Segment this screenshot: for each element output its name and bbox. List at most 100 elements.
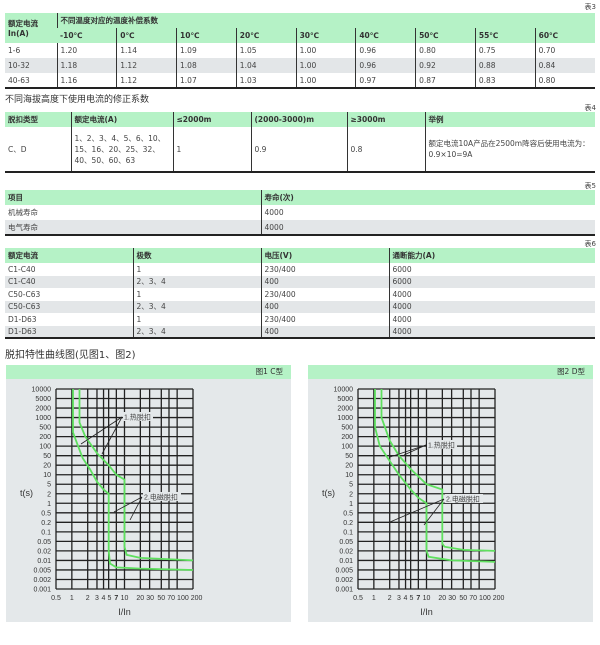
table-cell: 1 bbox=[132, 263, 261, 276]
table-cell: 230/400 bbox=[260, 313, 389, 326]
altitude-correction-table: 脱扣类型 额定电流(A) ≤2000m (2000-3000)m ≥3000m 举例 C、D… bbox=[5, 112, 595, 173]
x-tick-label: 100 bbox=[479, 595, 491, 602]
table-cell: 0.75 bbox=[474, 43, 536, 58]
chart-c-type: 图1 C型 0.001 0.002 0.005 0.01 0.02 0.05 0.1 0.2 0… bbox=[6, 365, 291, 622]
column-header: ≥3000m bbox=[346, 112, 425, 127]
table-cell: 1.14 bbox=[116, 43, 177, 58]
table-cell: 1.04 bbox=[235, 58, 297, 73]
table-cell: D1-D63 bbox=[5, 325, 133, 338]
y-tick-label: 0.002 bbox=[33, 577, 51, 584]
x-tick-label: 5 bbox=[409, 595, 413, 602]
x-tick-label: 7 bbox=[416, 595, 420, 602]
annotation-label: 1.热脱扣 bbox=[428, 441, 455, 450]
table-cell: 0.9 bbox=[250, 127, 347, 172]
table-cell: 1-6 bbox=[8, 46, 21, 55]
x-axis-label: I/In bbox=[118, 607, 131, 617]
y-tick-label: 0.01 bbox=[339, 558, 353, 565]
y-tick-label: 500 bbox=[39, 425, 51, 432]
table-row: C1-C40 2、3、4 400 6000 bbox=[5, 275, 595, 288]
table-cell: 1.20 bbox=[56, 43, 117, 58]
table4-number: 表4 bbox=[584, 104, 596, 112]
y-tick-label: 0.001 bbox=[335, 587, 353, 594]
annotation-bg bbox=[143, 492, 181, 501]
column-header: (2000-3000)m bbox=[250, 112, 347, 127]
column-header: -10℃ bbox=[57, 28, 117, 43]
leader-line bbox=[113, 496, 143, 513]
table-cell: 1 bbox=[132, 288, 261, 301]
table-cell: 4000 bbox=[260, 205, 595, 220]
leader-line bbox=[129, 496, 143, 521]
y-tick-label: 0.2 bbox=[343, 520, 353, 527]
y-tick-label: 10000 bbox=[334, 387, 354, 394]
column-header: 通断能力(A) bbox=[388, 248, 595, 263]
breaking-capacity-table: 额定电流 极数 电压(V) 通断能力(A) C1-C40 1 230/400 6000 C1-C… bbox=[5, 248, 595, 339]
y-tick-label: 0.02 bbox=[37, 548, 51, 555]
table-cell: 2、3、4 bbox=[132, 325, 261, 338]
table-row: 1-6 1.20 1.14 1.09 1.05 1.00 0.96 0.80 0.75 0.70 bbox=[5, 43, 595, 58]
corner-header: 额定电流In(A) bbox=[5, 13, 57, 43]
x-tick-label: 10 bbox=[423, 595, 431, 602]
y-tick-label: 5 bbox=[349, 482, 353, 489]
x-tick-label: 70 bbox=[167, 595, 175, 602]
table-cell: 1.12 bbox=[116, 58, 177, 73]
y-tick-label: 500 bbox=[341, 425, 353, 432]
table5-number: 表5 bbox=[584, 182, 596, 190]
x-tick-label: 200 bbox=[191, 595, 203, 602]
table-row: C50-C63 1 230/400 4000 bbox=[5, 288, 595, 301]
table-row: D1-D63 1 230/400 4000 bbox=[5, 313, 595, 326]
chart-d-type: 图2 D型 0.001 0.002 0.005 0.01 0.02 0.05 0.1 0.2 0… bbox=[308, 365, 593, 622]
y-tick-label: 50 bbox=[43, 453, 51, 460]
annotation-bg bbox=[427, 440, 457, 449]
column-header: 脱扣类型 bbox=[5, 112, 71, 127]
table-row: 10-32 1.18 1.12 1.08 1.04 1.00 0.96 0.92 0.88 0.8… bbox=[5, 58, 595, 73]
trip-curve-2 bbox=[380, 389, 496, 552]
y-tick-label: 2000 bbox=[35, 406, 51, 413]
x-tick-label: 5 bbox=[107, 595, 111, 602]
table-cell: 10-32 bbox=[5, 58, 57, 73]
annotation-label: 1.热脱扣 bbox=[124, 413, 151, 422]
table-cell: 1.00 bbox=[295, 58, 356, 73]
table-cell: 4000 bbox=[388, 288, 595, 301]
y-axis-label: t(s) bbox=[322, 488, 335, 498]
x-tick-label: 200 bbox=[493, 595, 505, 602]
table-cell: 4000 bbox=[388, 313, 595, 326]
altitude-title: 不同海拔高度下使用电流的修正系数 bbox=[5, 95, 150, 105]
y-tick-label: 100 bbox=[341, 444, 353, 451]
y-tick-label: 5000 bbox=[35, 396, 51, 403]
annotation-bg bbox=[123, 412, 153, 421]
leader-line bbox=[389, 444, 427, 458]
x-axis-label: I/In bbox=[420, 607, 433, 617]
y-tick-label: 0.02 bbox=[339, 548, 353, 555]
table-cell: 40-63 bbox=[8, 75, 30, 85]
x-tick-label: 0.5 bbox=[51, 595, 61, 602]
table-cell: 机械寿命 bbox=[8, 208, 38, 217]
group-header: 不同温度对应的温度补偿系数 bbox=[56, 13, 595, 28]
table-cell: 1 bbox=[172, 127, 251, 172]
table-cell: 0.87 bbox=[415, 73, 476, 88]
column-header: 60℃ bbox=[534, 28, 595, 43]
table-row: C1-C40 1 230/400 6000 bbox=[5, 263, 595, 276]
table-cell: 2、3、4 bbox=[132, 275, 261, 288]
y-tick-label: 2000 bbox=[337, 406, 353, 413]
y-tick-label: 0.5 bbox=[41, 510, 51, 517]
column-header: 项目 bbox=[5, 190, 261, 205]
y-tick-label: 1 bbox=[47, 501, 51, 508]
table-cell: C1-C40 bbox=[5, 275, 133, 288]
column-header: 极数 bbox=[132, 248, 261, 263]
leader-line bbox=[423, 498, 445, 526]
table-cell: 0.84 bbox=[534, 58, 595, 73]
y-tick-label: 0.001 bbox=[33, 587, 51, 594]
table-cell: 1.03 bbox=[235, 73, 297, 88]
y-tick-label: 200 bbox=[341, 434, 353, 441]
x-tick-label: 1 bbox=[372, 595, 376, 602]
table-row: C、D 1、2、3、4、5、6、10、15、16、20、25、32、40、50、6… bbox=[5, 127, 595, 172]
x-tick-label: 30 bbox=[146, 595, 154, 602]
y-tick-label: 0.005 bbox=[33, 567, 51, 574]
leader-line bbox=[389, 498, 445, 523]
x-tick-label: 2 bbox=[86, 595, 90, 602]
table-cell: 4000 bbox=[260, 220, 595, 235]
x-tick-label: 1 bbox=[70, 595, 74, 602]
table-cell: 4000 bbox=[388, 300, 595, 313]
chart-d-svg: 0.001 0.002 0.005 0.01 0.02 0.05 0.1 0.2 0.5 1 2 5 1… bbox=[322, 387, 505, 618]
trip-curve-1 bbox=[72, 389, 194, 571]
